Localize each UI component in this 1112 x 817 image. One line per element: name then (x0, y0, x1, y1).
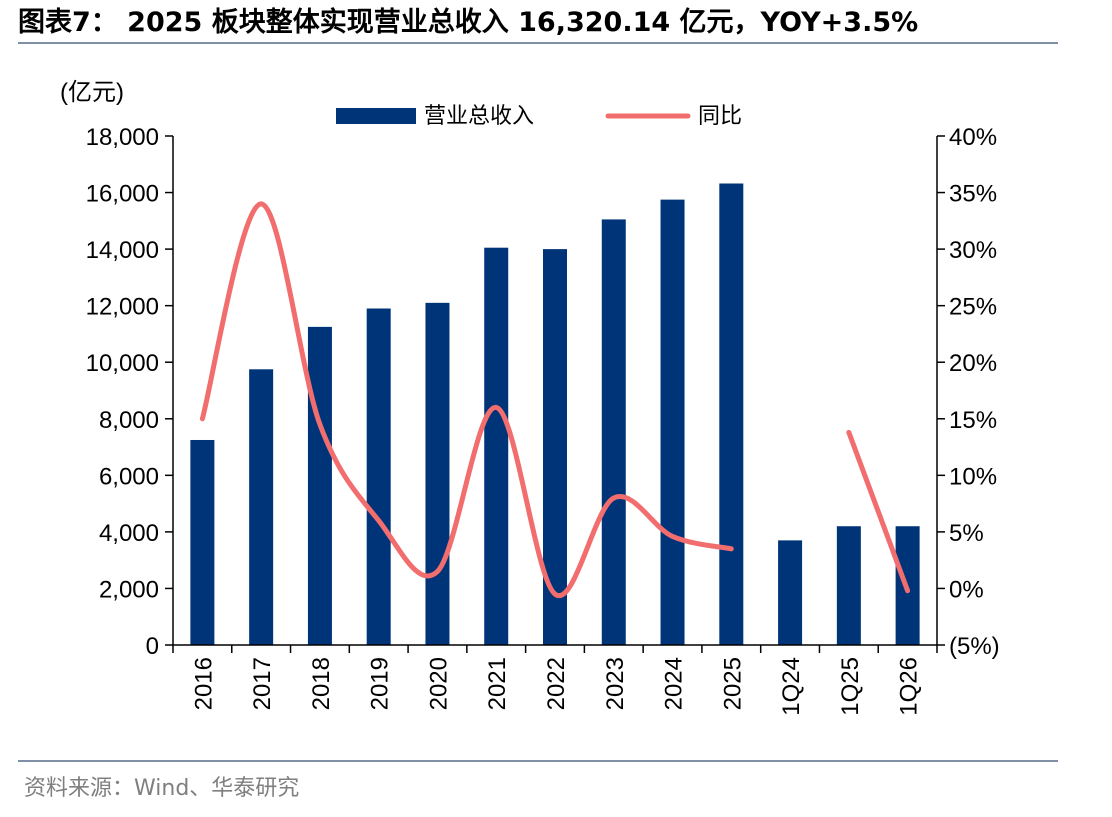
x-axis-tick-label: 2021 (484, 657, 511, 710)
revenue-bar-2025 (719, 183, 744, 645)
x-axis-tick-label: 2019 (367, 657, 394, 710)
source-note: 资料来源：Wind、华泰研究 (24, 776, 300, 801)
right-axis-tick-label: 0% (949, 576, 984, 603)
revenue-bar-2016 (190, 439, 215, 645)
x-axis-tick-label: 2020 (425, 657, 452, 710)
x-axis-tick-label: 2024 (661, 657, 688, 710)
revenue-bar-2020 (425, 302, 450, 645)
revenue-bar-2024 (660, 199, 685, 645)
right-axis-tick-label: 5% (949, 520, 984, 547)
legend-yoy-label: 同比 (698, 104, 742, 129)
legend: 营业总收入 同比 (336, 104, 742, 129)
revenue-bar-2021 (484, 247, 509, 646)
right-axis-tick-label: (5%) (949, 633, 1000, 660)
title-divider (18, 42, 1058, 44)
right-axis-tick-label: 30% (949, 237, 997, 264)
chart: (亿元) 营业总收入 同比 0 2,000 4,000 6,000 8,000 10,00… (60, 79, 1000, 716)
revenue-bar-1q25 (836, 526, 861, 645)
x-axis-tick-label: 1Q26 (896, 657, 923, 716)
axes: 0 2,000 4,000 6,000 8,000 10,000 12,000 14,000 1… (86, 124, 1000, 716)
legend-revenue-label: 营业总收入 (424, 104, 534, 129)
source-divider (18, 760, 1058, 762)
yoy-line-segment-2 (846, 429, 911, 594)
right-axis-tick-label: 15% (949, 407, 997, 434)
figure-header: 图表7： 2025 板块整体实现营业总收入 16,320.14 亿元，YOY+3… (18, 6, 1058, 40)
revenue-bar-2023 (601, 219, 626, 646)
right-axis-tick-label: 40% (949, 124, 997, 151)
left-axis-tick-label: 8,000 (99, 407, 159, 434)
x-axis-tick-label: 2018 (308, 657, 335, 710)
right-axis-tick-label: 35% (949, 181, 997, 208)
revenue-bar-2018 (307, 326, 332, 645)
yoy-line-segment-1 (199, 201, 734, 599)
left-axis-tick-label: 4,000 (99, 520, 159, 547)
x-axis-tick-label: 2025 (719, 657, 746, 710)
yoy-line-series (199, 201, 911, 599)
x-axis-tick-label: 2016 (190, 657, 217, 710)
left-axis-tick-label: 18,000 (86, 124, 159, 151)
left-axis-tick-label: 16,000 (86, 181, 159, 208)
legend-revenue-swatch (336, 108, 416, 124)
x-axis-tick-label: 1Q24 (778, 657, 805, 716)
left-axis-tick-label: 6,000 (99, 463, 159, 490)
left-axis-tick-label: 14,000 (86, 237, 159, 264)
x-axis-tick-label: 2017 (249, 657, 276, 710)
chart-title: 图表7： 2025 板块整体实现营业总收入 16,320.14 亿元，YOY+3… (18, 7, 919, 38)
revenue-bars (190, 183, 920, 646)
left-axis-tick-label: 12,000 (86, 294, 159, 321)
left-axis-tick-label: 10,000 (86, 350, 159, 377)
right-axis-tick-label: 10% (949, 463, 997, 490)
right-axis-tick-label: 25% (949, 294, 997, 321)
left-axis-tick-label: 0 (146, 633, 159, 660)
revenue-bar-2017 (249, 369, 274, 645)
revenue-bar-2019 (366, 308, 391, 645)
x-axis-tick-label: 1Q25 (837, 657, 864, 716)
revenue-bar-1q24 (778, 540, 803, 645)
right-axis-tick-label: 20% (949, 350, 997, 377)
x-axis-tick-label: 2022 (543, 657, 570, 710)
left-axis-unit-label: (亿元) (60, 79, 124, 106)
left-axis-tick-label: 2,000 (99, 576, 159, 603)
x-axis-tick-label: 2023 (602, 657, 629, 710)
